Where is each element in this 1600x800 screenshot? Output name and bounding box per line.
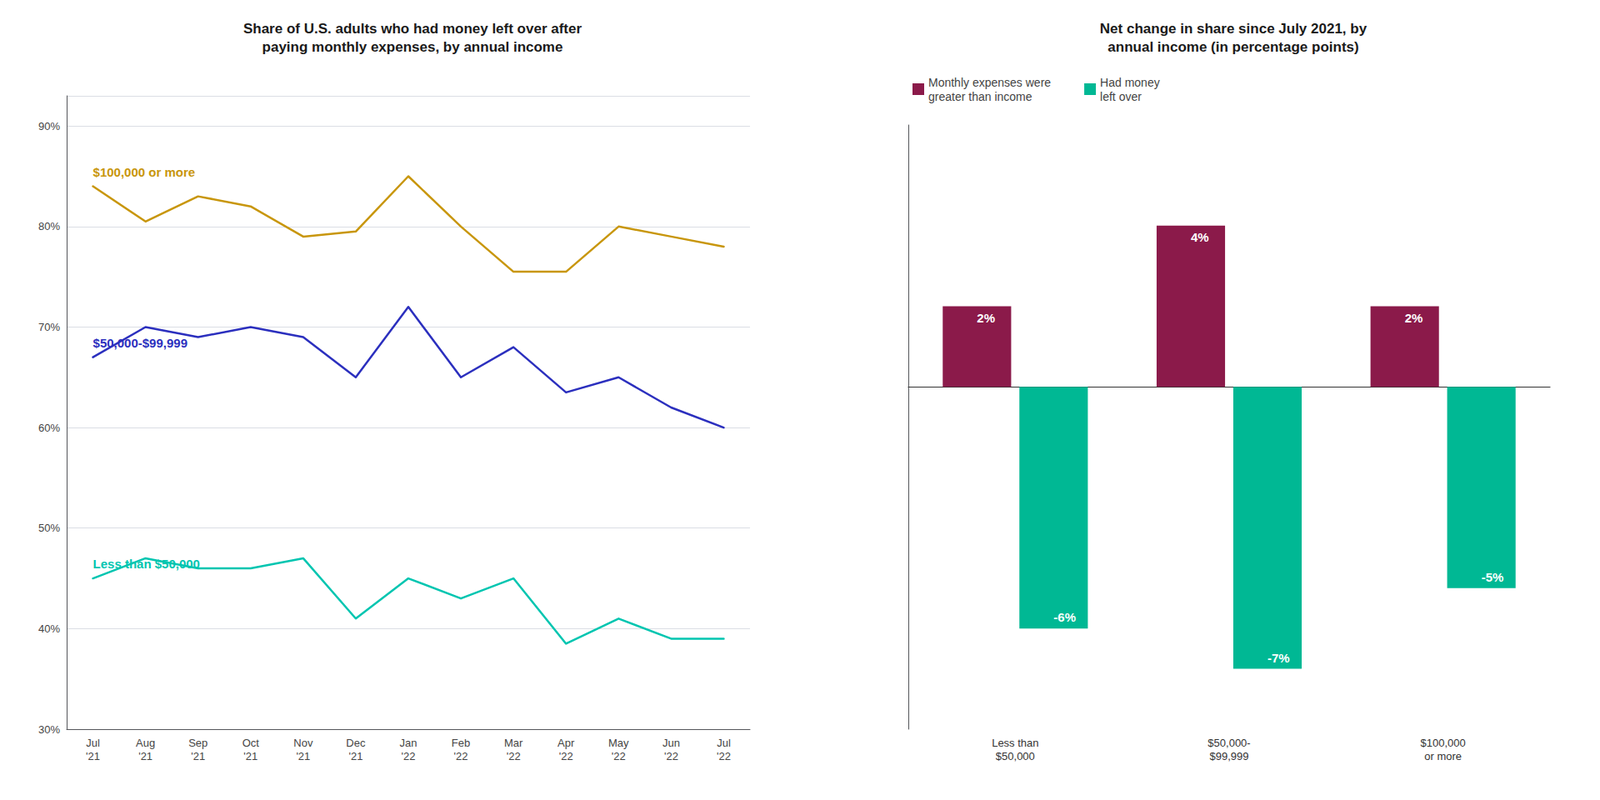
svg-text:'21: '21 [85, 750, 100, 763]
svg-text:Less than $50,000: Less than $50,000 [93, 556, 200, 571]
svg-text:'22: '22 [454, 750, 469, 763]
svg-text:left over: left over [1100, 90, 1142, 104]
svg-text:'21: '21 [348, 750, 363, 763]
svg-text:annual income (in percentage p: annual income (in percentage points) [1107, 39, 1359, 55]
svg-text:May: May [608, 736, 630, 750]
svg-text:60%: 60% [38, 421, 60, 435]
svg-text:Apr: Apr [557, 736, 575, 750]
svg-text:or more: or more [1424, 750, 1462, 763]
svg-text:'21: '21 [295, 750, 310, 763]
svg-text:Mar: Mar [504, 736, 524, 750]
svg-text:paying monthly expenses, by an: paying monthly expenses, by annual incom… [262, 39, 564, 55]
svg-text:Feb: Feb [451, 736, 470, 750]
svg-text:70%: 70% [38, 320, 60, 334]
svg-text:80%: 80% [38, 220, 60, 233]
svg-text:'22: '22 [401, 750, 416, 763]
svg-text:90%: 90% [38, 120, 60, 133]
svg-text:Oct: Oct [242, 736, 260, 750]
svg-text:-7%: -7% [1267, 650, 1290, 665]
svg-text:Jan: Jan [400, 736, 418, 750]
svg-text:Jun: Jun [662, 736, 680, 750]
svg-text:'22: '22 [559, 750, 574, 763]
svg-text:'22: '22 [611, 750, 626, 763]
svg-text:'21: '21 [243, 750, 258, 763]
svg-text:Had money: Had money [1100, 75, 1160, 90]
svg-text:Jul: Jul [716, 736, 731, 750]
svg-text:'21: '21 [190, 750, 205, 763]
svg-text:-6%: -6% [1053, 610, 1076, 625]
svg-text:2%: 2% [1405, 310, 1424, 325]
svg-text:50%: 50% [38, 521, 60, 535]
svg-text:Dec: Dec [345, 736, 366, 750]
svg-text:40%: 40% [38, 622, 60, 635]
svg-text:4%: 4% [1190, 230, 1210, 245]
svg-text:Net change in share since July: Net change in share since July 2021, by [1100, 20, 1368, 37]
svg-text:$100,000: $100,000 [1420, 736, 1466, 750]
svg-text:'21: '21 [138, 750, 153, 763]
svg-text:'22: '22 [716, 750, 731, 763]
svg-text:$50,000: $50,000 [995, 750, 1035, 763]
svg-text:Nov: Nov [293, 736, 314, 750]
svg-text:'22: '22 [506, 750, 521, 763]
svg-text:2%: 2% [976, 310, 995, 325]
svg-text:$50,000-$99,999: $50,000-$99,999 [93, 335, 188, 350]
svg-text:greater than income: greater than income [928, 90, 1033, 104]
svg-text:$50,000-: $50,000- [1207, 736, 1250, 750]
svg-text:$99,999: $99,999 [1210, 750, 1250, 763]
svg-text:Aug: Aug [135, 736, 155, 750]
svg-text:$100,000 or more: $100,000 or more [93, 165, 196, 180]
svg-text:Share of U.S. adults who had m: Share of U.S. adults who had money left … [243, 20, 583, 37]
svg-text:Monthly expenses were: Monthly expenses were [928, 75, 1051, 90]
svg-text:Less than: Less than [991, 736, 1039, 750]
svg-text:-5%: -5% [1481, 570, 1505, 585]
svg-text:Sep: Sep [188, 736, 208, 750]
svg-text:30%: 30% [38, 723, 60, 736]
svg-text:'22: '22 [664, 750, 679, 763]
svg-text:Jul: Jul [85, 736, 100, 750]
